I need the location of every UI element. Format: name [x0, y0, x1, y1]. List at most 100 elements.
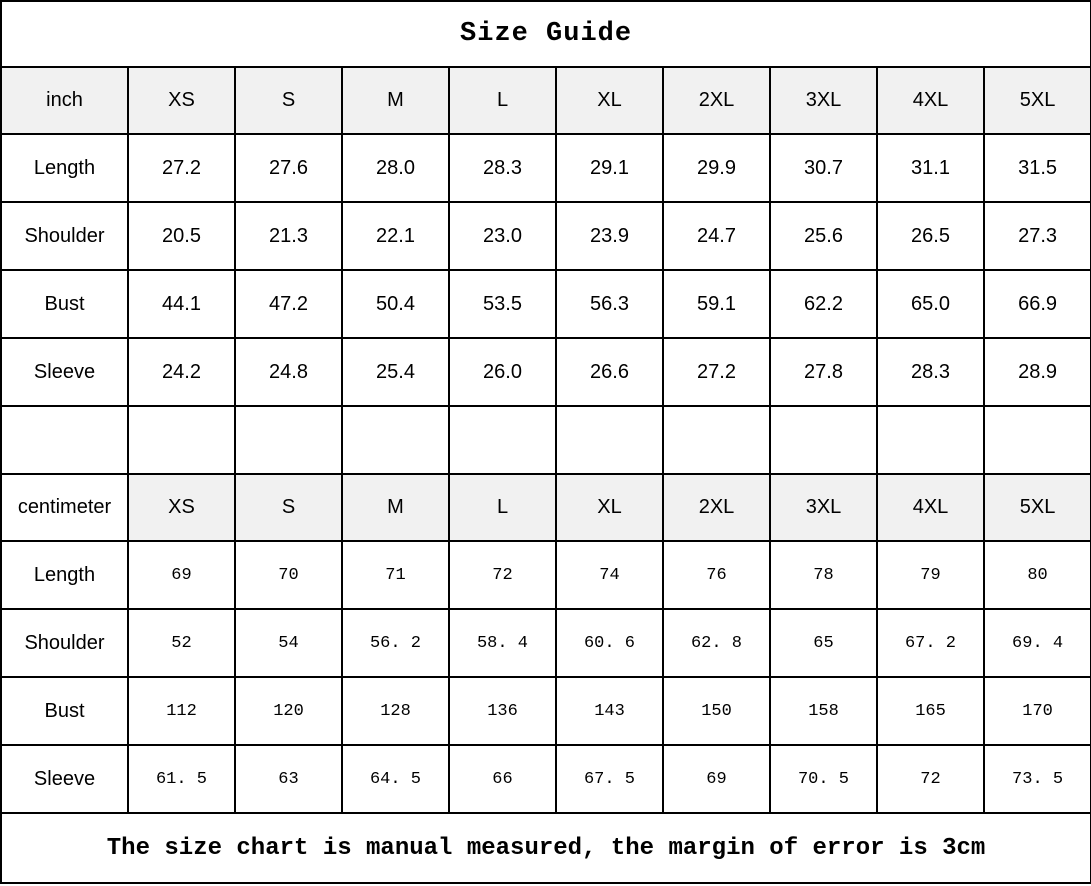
cell-value: 61. 5	[127, 744, 236, 814]
cell-value: 69	[662, 744, 771, 814]
row-label: Shoulder	[0, 201, 129, 271]
inch-shoulder-row: Shoulder 20.5 21.3 22.1 23.0 23.9 24.7 2…	[0, 201, 1091, 271]
cell-value: 26.6	[555, 337, 664, 407]
size-col-header-xs: XS	[127, 473, 236, 542]
cell-value: 74	[555, 540, 664, 610]
cm-length-row: Length 69 70 71 72 74 76 78 79 80	[0, 540, 1091, 610]
cell-value: 25.6	[769, 201, 878, 271]
cell-value: 25.4	[341, 337, 450, 407]
size-col-header-5xl: 5XL	[982, 66, 1091, 135]
cm-sleeve-row: Sleeve 61. 5 63 64. 5 66 67. 5 69 70. 5 …	[0, 744, 1091, 814]
cell-value: 28.9	[982, 337, 1091, 407]
page-title: Size Guide	[0, 0, 1091, 68]
size-col-header-4xl: 4XL	[876, 66, 985, 135]
cell-value: 64. 5	[341, 744, 450, 814]
cell-value: 53.5	[448, 269, 557, 339]
empty-cell	[234, 405, 343, 475]
cell-value: 56.3	[555, 269, 664, 339]
cell-value: 24.2	[127, 337, 236, 407]
cell-value: 136	[448, 676, 557, 746]
size-col-header-m: M	[341, 66, 450, 135]
cell-value: 27.2	[662, 337, 771, 407]
inch-header-row: inch XS S M L XL 2XL 3XL 4XL 5XL	[0, 66, 1091, 135]
cell-value: 26.0	[448, 337, 557, 407]
cell-value: 70	[234, 540, 343, 610]
cell-value: 47.2	[234, 269, 343, 339]
cm-header-row: centimeter XS S M L XL 2XL 3XL 4XL 5XL	[0, 473, 1091, 542]
empty-cell	[555, 405, 664, 475]
cell-value: 30.7	[769, 133, 878, 203]
cell-value: 21.3	[234, 201, 343, 271]
cell-value: 31.1	[876, 133, 985, 203]
cell-value: 67. 2	[876, 608, 985, 678]
inch-bust-row: Bust 44.1 47.2 50.4 53.5 56.3 59.1 62.2 …	[0, 269, 1091, 339]
empty-cell	[341, 405, 450, 475]
size-col-header-3xl: 3XL	[769, 473, 878, 542]
cell-value: 29.9	[662, 133, 771, 203]
cell-value: 170	[982, 676, 1091, 746]
row-label: Bust	[0, 676, 129, 746]
empty-cell	[982, 405, 1091, 475]
cell-value: 54	[234, 608, 343, 678]
row-label: Shoulder	[0, 608, 129, 678]
cell-value: 23.0	[448, 201, 557, 271]
empty-cell	[662, 405, 771, 475]
cell-value: 120	[234, 676, 343, 746]
cell-value: 28.3	[448, 133, 557, 203]
cell-value: 112	[127, 676, 236, 746]
cell-value: 65	[769, 608, 878, 678]
cell-value: 24.8	[234, 337, 343, 407]
cell-value: 143	[555, 676, 664, 746]
size-col-header-m: M	[341, 473, 450, 542]
cell-value: 158	[769, 676, 878, 746]
cell-value: 58. 4	[448, 608, 557, 678]
size-col-header-xl: XL	[555, 473, 664, 542]
inch-length-row: Length 27.2 27.6 28.0 28.3 29.1 29.9 30.…	[0, 133, 1091, 203]
row-label: Sleeve	[0, 744, 129, 814]
empty-cell	[448, 405, 557, 475]
empty-cell	[876, 405, 985, 475]
cell-value: 62. 8	[662, 608, 771, 678]
footer-row: The size chart is manual measured, the m…	[0, 812, 1091, 884]
cell-value: 29.1	[555, 133, 664, 203]
cm-shoulder-row: Shoulder 52 54 56. 2 58. 4 60. 6 62. 8 6…	[0, 608, 1091, 678]
size-col-header-l: L	[448, 473, 557, 542]
size-col-header-s: S	[234, 473, 343, 542]
empty-cell	[769, 405, 878, 475]
cell-value: 26.5	[876, 201, 985, 271]
cell-value: 73. 5	[982, 744, 1091, 814]
cell-value: 72	[448, 540, 557, 610]
cell-value: 69. 4	[982, 608, 1091, 678]
cell-value: 150	[662, 676, 771, 746]
row-label: Length	[0, 540, 129, 610]
cell-value: 28.3	[876, 337, 985, 407]
cell-value: 66	[448, 744, 557, 814]
cell-value: 24.7	[662, 201, 771, 271]
inch-unit-label: inch	[0, 66, 129, 135]
cell-value: 27.6	[234, 133, 343, 203]
cell-value: 23.9	[555, 201, 664, 271]
cell-value: 27.8	[769, 337, 878, 407]
title-row: Size Guide	[0, 0, 1091, 68]
cell-value: 59.1	[662, 269, 771, 339]
cell-value: 56. 2	[341, 608, 450, 678]
cell-value: 62.2	[769, 269, 878, 339]
size-col-header-4xl: 4XL	[876, 473, 985, 542]
cell-value: 60. 6	[555, 608, 664, 678]
cell-value: 70. 5	[769, 744, 878, 814]
spacer-row	[0, 405, 1091, 475]
cell-value: 79	[876, 540, 985, 610]
cell-value: 71	[341, 540, 450, 610]
cell-value: 27.2	[127, 133, 236, 203]
cell-value: 67. 5	[555, 744, 664, 814]
cell-value: 31.5	[982, 133, 1091, 203]
cell-value: 27.3	[982, 201, 1091, 271]
size-col-header-s: S	[234, 66, 343, 135]
cell-value: 66.9	[982, 269, 1091, 339]
size-col-header-xs: XS	[127, 66, 236, 135]
cm-bust-row: Bust 112 120 128 136 143 150 158 165 170	[0, 676, 1091, 746]
row-label: Sleeve	[0, 337, 129, 407]
cell-value: 65.0	[876, 269, 985, 339]
cell-value: 69	[127, 540, 236, 610]
